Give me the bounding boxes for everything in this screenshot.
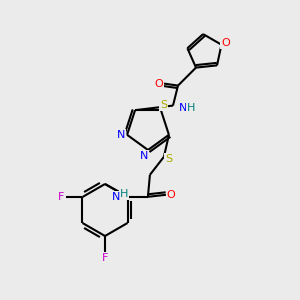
Text: O: O <box>221 38 230 48</box>
Text: N: N <box>179 103 187 112</box>
Text: S: S <box>165 154 172 164</box>
Text: O: O <box>154 79 164 88</box>
Text: N: N <box>112 192 120 202</box>
Text: F: F <box>102 253 108 263</box>
Text: F: F <box>58 192 65 202</box>
Text: N: N <box>140 151 148 161</box>
Text: H: H <box>187 103 195 112</box>
Text: N: N <box>117 130 125 140</box>
Text: S: S <box>160 100 167 110</box>
Text: H: H <box>120 189 128 199</box>
Text: O: O <box>167 190 175 200</box>
